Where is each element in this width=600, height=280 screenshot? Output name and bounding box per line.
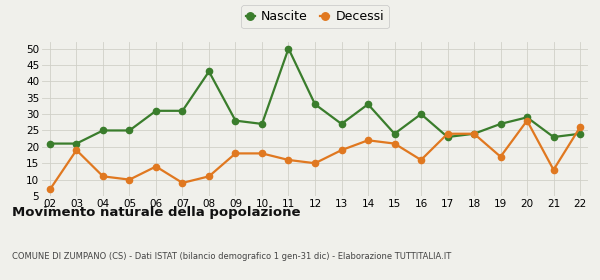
Nascite <box>470 132 478 136</box>
Nascite <box>444 135 451 139</box>
Line: Nascite: Nascite <box>47 45 583 147</box>
Nascite <box>523 116 530 119</box>
Decessi <box>205 175 212 178</box>
Decessi <box>126 178 133 181</box>
Decessi <box>311 162 319 165</box>
Nascite <box>259 122 266 126</box>
Text: COMUNE DI ZUMPANO (CS) - Dati ISTAT (bilancio demografico 1 gen-31 dic) - Elabor: COMUNE DI ZUMPANO (CS) - Dati ISTAT (bil… <box>12 252 451 261</box>
Decessi <box>391 142 398 145</box>
Decessi <box>418 158 425 162</box>
Decessi <box>523 119 530 122</box>
Decessi <box>577 125 584 129</box>
Text: Movimento naturale della popolazione: Movimento naturale della popolazione <box>12 206 301 219</box>
Nascite <box>46 142 53 145</box>
Nascite <box>364 102 371 106</box>
Decessi <box>100 175 107 178</box>
Decessi <box>470 132 478 136</box>
Nascite <box>577 132 584 136</box>
Line: Decessi: Decessi <box>47 118 583 193</box>
Nascite <box>73 142 80 145</box>
Nascite <box>391 132 398 136</box>
Decessi <box>259 152 266 155</box>
Nascite <box>311 102 319 106</box>
Nascite <box>418 112 425 116</box>
Decessi <box>285 158 292 162</box>
Decessi <box>338 148 345 152</box>
Decessi <box>444 132 451 136</box>
Legend: Nascite, Decessi: Nascite, Decessi <box>241 5 389 28</box>
Nascite <box>126 129 133 132</box>
Decessi <box>364 139 371 142</box>
Nascite <box>179 109 186 113</box>
Nascite <box>550 135 557 139</box>
Nascite <box>338 122 345 126</box>
Nascite <box>205 70 212 73</box>
Decessi <box>497 155 504 158</box>
Decessi <box>46 188 53 191</box>
Nascite <box>232 119 239 122</box>
Decessi <box>232 152 239 155</box>
Nascite <box>152 109 160 113</box>
Nascite <box>497 122 504 126</box>
Nascite <box>285 47 292 50</box>
Decessi <box>152 165 160 168</box>
Decessi <box>550 168 557 171</box>
Nascite <box>100 129 107 132</box>
Decessi <box>73 148 80 152</box>
Decessi <box>179 181 186 185</box>
